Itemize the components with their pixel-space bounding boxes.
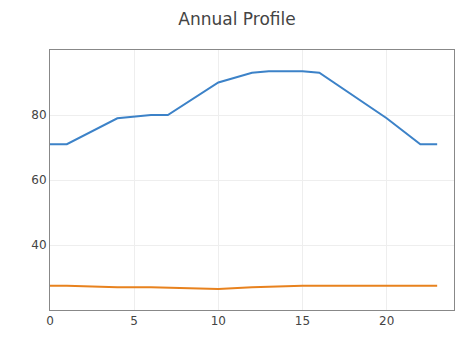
svg-text:20: 20 xyxy=(379,314,394,328)
svg-text:80: 80 xyxy=(31,108,46,122)
svg-text:Annual Profile: Annual Profile xyxy=(178,9,295,29)
svg-text:0: 0 xyxy=(46,314,54,328)
svg-text:60: 60 xyxy=(31,173,46,187)
svg-text:10: 10 xyxy=(211,314,226,328)
svg-text:5: 5 xyxy=(130,314,138,328)
svg-text:15: 15 xyxy=(295,314,310,328)
svg-text:40: 40 xyxy=(31,238,46,252)
